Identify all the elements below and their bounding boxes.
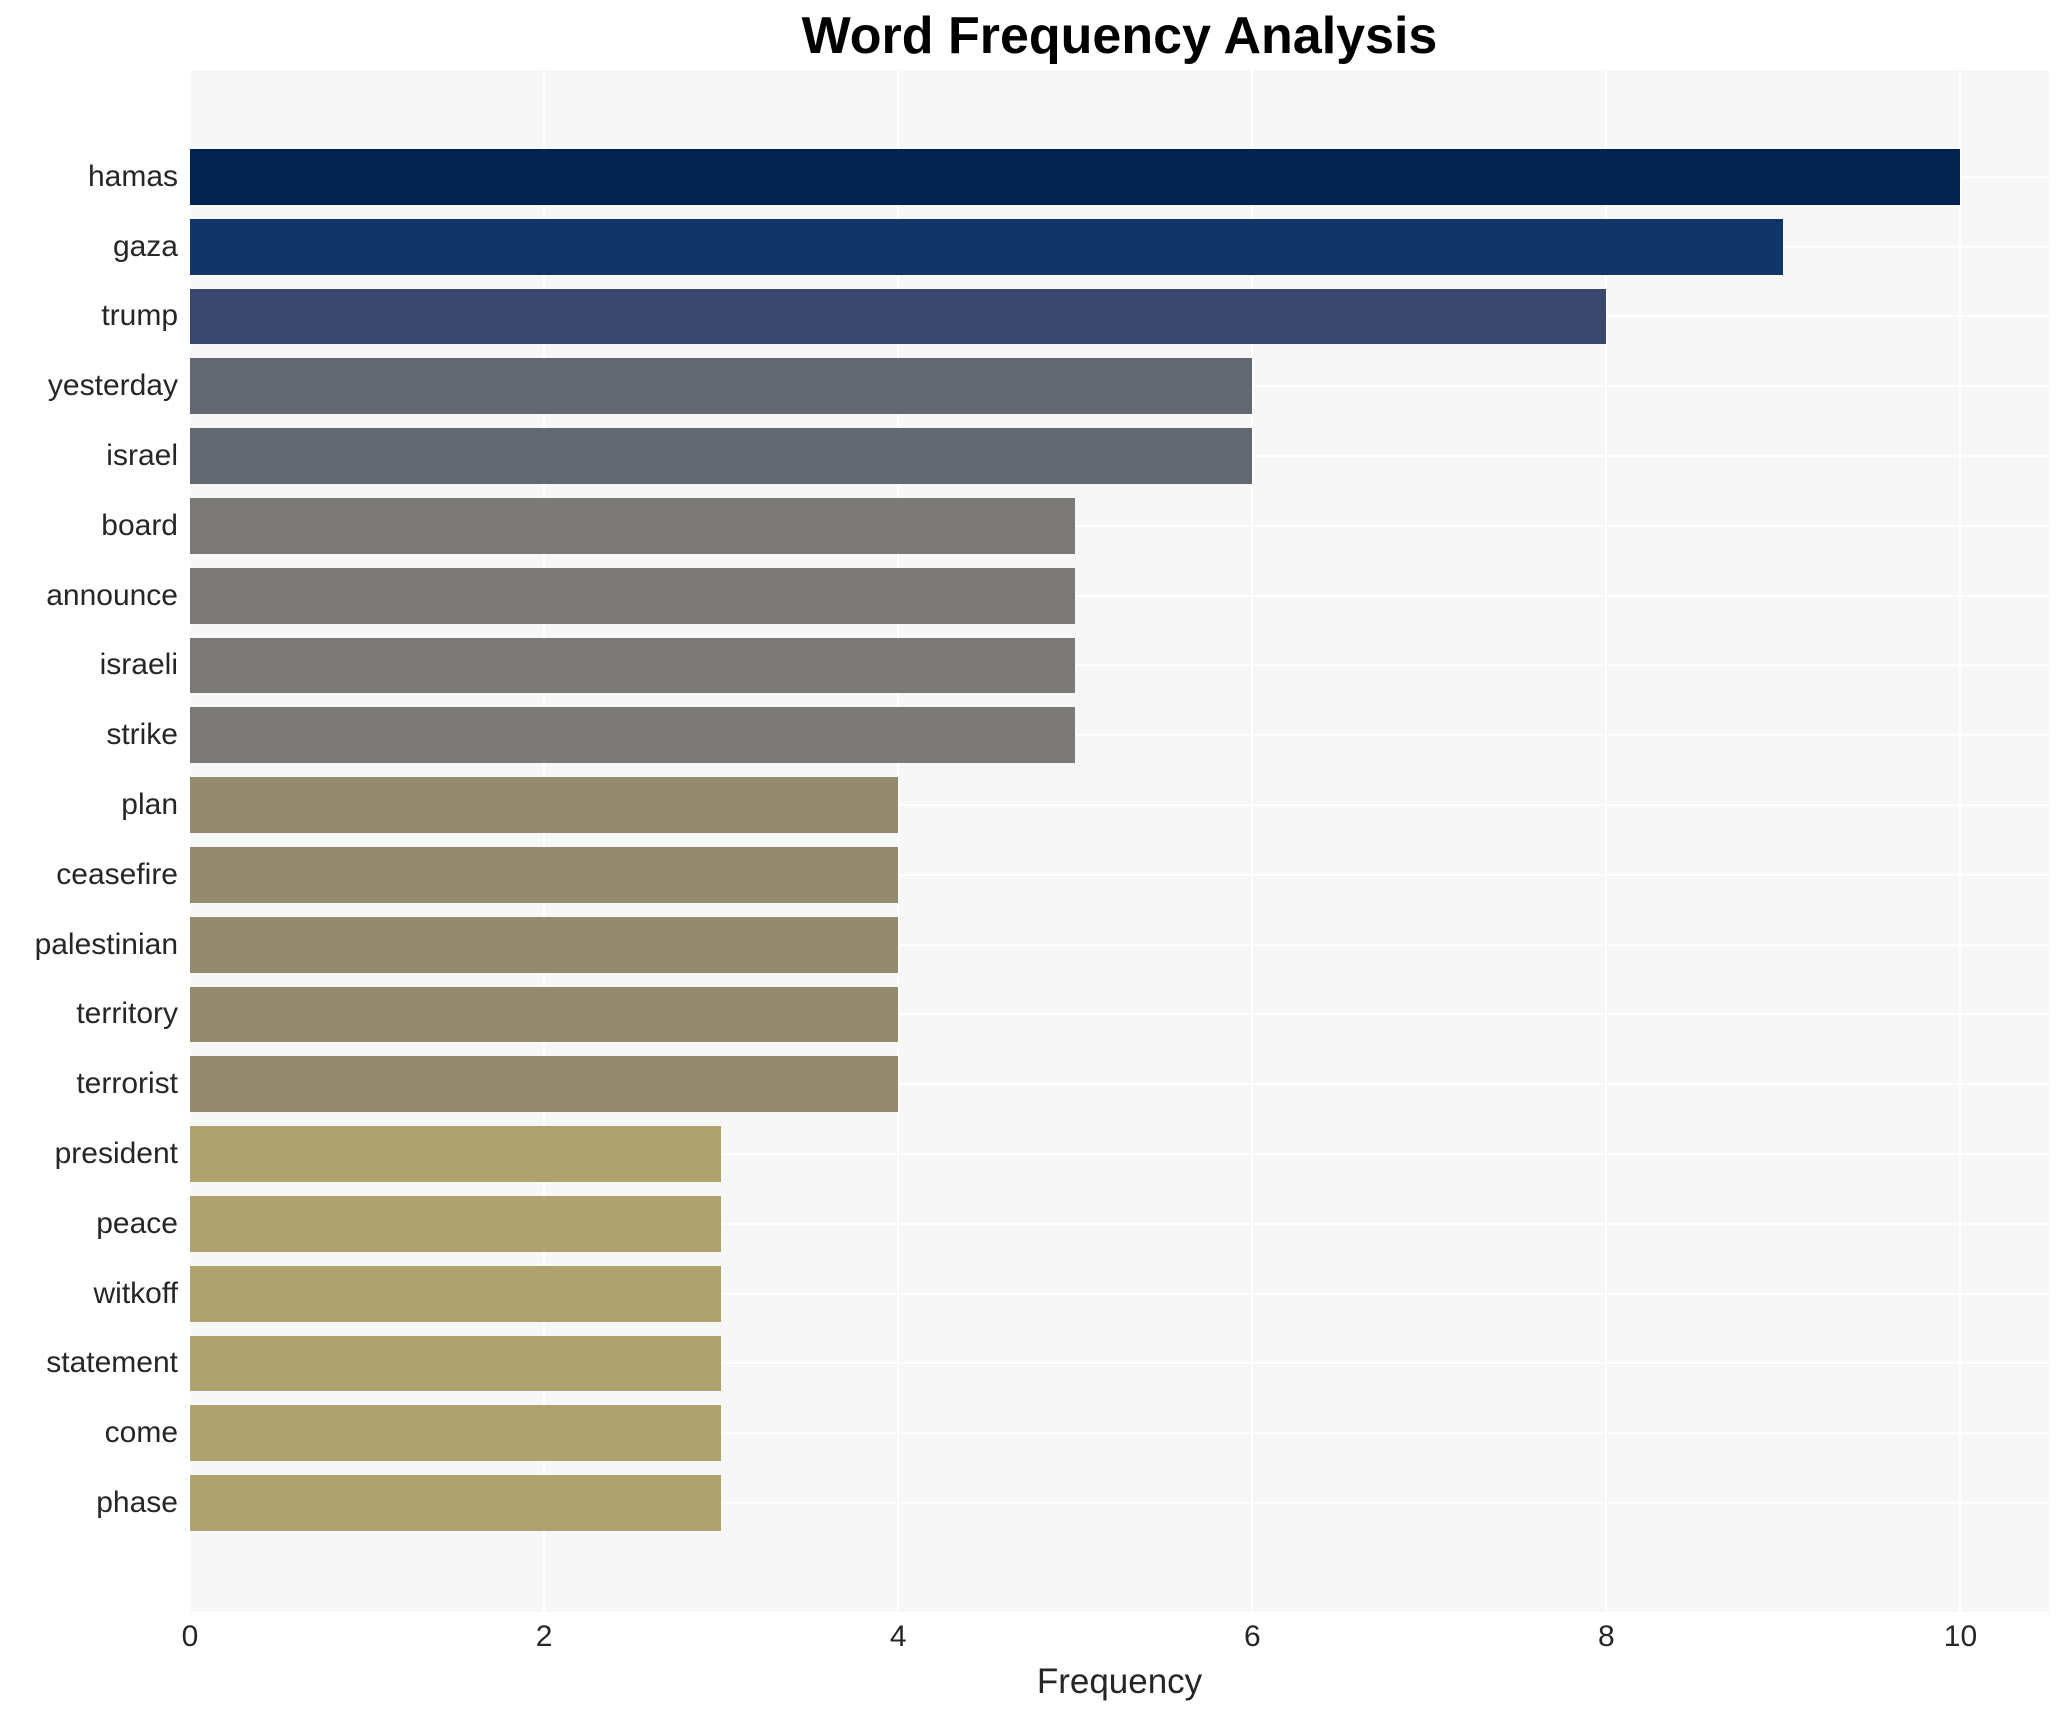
bar-row: ceasefire	[56, 840, 2049, 910]
bar-row: terrorist	[76, 1049, 2049, 1119]
bar-yesterday	[190, 358, 1253, 415]
x-tick-label-0: 0	[181, 1620, 199, 1653]
bar-peace	[190, 1195, 722, 1252]
bar-israeli	[190, 637, 1076, 694]
horizontal-gridline	[190, 664, 2049, 667]
horizontal-gridline	[190, 804, 2049, 807]
bar-phase	[190, 1475, 722, 1531]
horizontal-gridline	[190, 1502, 2049, 1505]
bar-statement	[190, 1335, 722, 1392]
category-label-palestinian: palestinian	[34, 927, 178, 961]
horizontal-gridline	[190, 524, 2049, 527]
category-label-yesterday: yesterday	[47, 369, 178, 403]
horizontal-gridline	[190, 1013, 2049, 1016]
category-label-plan: plan	[121, 788, 178, 822]
x-tick-label-8: 8	[1598, 1620, 1615, 1653]
bar-witkoff	[190, 1265, 722, 1322]
bar-ceasefire	[190, 846, 899, 903]
bar-board	[190, 497, 1076, 554]
bar-gaza	[190, 218, 1784, 275]
bar-plan	[190, 777, 899, 833]
category-label-terrorist: terrorist	[76, 1067, 178, 1101]
horizontal-gridline	[190, 1222, 2049, 1225]
x-tick-label-4: 4	[889, 1620, 907, 1653]
category-label-board: board	[101, 508, 178, 542]
x-axis-label: Frequency	[1036, 1662, 1203, 1701]
plot-area: hamas gaza trump yesterday israel board announ…	[35, 70, 2049, 1612]
bar-row: statement	[46, 1329, 2049, 1399]
category-label-hamas: hamas	[87, 159, 178, 193]
bar-row: hamas	[88, 142, 2049, 212]
bar-territory	[190, 986, 899, 1043]
bar-row: phase	[96, 1468, 2049, 1538]
chart-title: Word Frequency Analysis	[801, 7, 1438, 65]
vertical-gridline	[897, 70, 900, 1612]
bar-row: gaza	[113, 212, 2049, 282]
bar-row: yesterday	[48, 351, 2049, 421]
bar-president	[190, 1126, 722, 1182]
category-label-ceasefire: ceasefire	[56, 857, 178, 891]
vertical-gridline	[189, 70, 191, 1612]
category-label-president: president	[54, 1137, 178, 1171]
category-label-peace: peace	[96, 1206, 178, 1240]
horizontal-gridline	[190, 1432, 2049, 1435]
horizontal-gridline	[190, 734, 2049, 737]
horizontal-gridline	[190, 1362, 2049, 1365]
category-label-israel: israel	[106, 439, 178, 473]
x-tick-label-2: 2	[535, 1620, 553, 1653]
horizontal-gridline	[190, 1153, 2049, 1156]
bar-row: israel	[106, 421, 2049, 491]
category-label-strike: strike	[106, 718, 178, 752]
category-label-gaza: gaza	[112, 229, 178, 263]
vertical-gridline	[1605, 70, 1608, 1612]
bar-row: president	[55, 1119, 2049, 1189]
x-tick-label-10: 10	[1943, 1620, 1978, 1653]
bar-trump	[190, 288, 1607, 345]
horizontal-gridline	[190, 1292, 2049, 1295]
category-label-territory: territory	[76, 997, 178, 1031]
bar-row: israeli	[100, 631, 2049, 701]
bar-row: come	[105, 1398, 2049, 1468]
category-label-come: come	[104, 1416, 178, 1450]
x-tick-label-6: 6	[1243, 1620, 1261, 1653]
bar-row: board	[101, 491, 2049, 561]
bars-container: hamas gaza trump yesterday israel board announ…	[35, 142, 2049, 1538]
bar-row: palestinian	[35, 910, 2049, 980]
category-label-statement: statement	[46, 1346, 178, 1380]
horizontal-gridline	[190, 943, 2049, 946]
bar-row: strike	[106, 700, 2049, 770]
vertical-gridline	[543, 70, 546, 1612]
vertical-gridline	[1251, 70, 1254, 1612]
bar-row: territory	[76, 980, 2049, 1050]
horizontal-gridline	[190, 594, 2049, 597]
bar-israel	[190, 428, 1253, 484]
category-label-announce: announce	[46, 578, 178, 612]
bar-row: witkoff	[94, 1259, 2049, 1329]
bar-strike	[190, 707, 1076, 764]
x-axis-ticks: 0 2 4 6 8 10	[182, 1620, 2049, 1660]
horizontal-gridline	[190, 873, 2049, 876]
vertical-gridline	[1959, 70, 1962, 1612]
category-label-witkoff: witkoff	[93, 1276, 178, 1310]
category-label-israeli: israeli	[99, 648, 178, 682]
bar-row: announce	[46, 561, 2049, 631]
bar-row: peace	[96, 1189, 2049, 1259]
bar-palestinian	[190, 916, 899, 973]
bar-announce	[190, 567, 1076, 624]
horizontal-gridline	[190, 1083, 2049, 1086]
bar-hamas	[190, 148, 1961, 205]
bar-come	[190, 1405, 722, 1462]
category-label-trump: trump	[101, 299, 178, 333]
bar-row: plan	[121, 770, 2049, 840]
bar-terrorist	[190, 1056, 899, 1113]
bar-row: trump	[101, 282, 2049, 352]
category-label-phase: phase	[96, 1486, 178, 1520]
